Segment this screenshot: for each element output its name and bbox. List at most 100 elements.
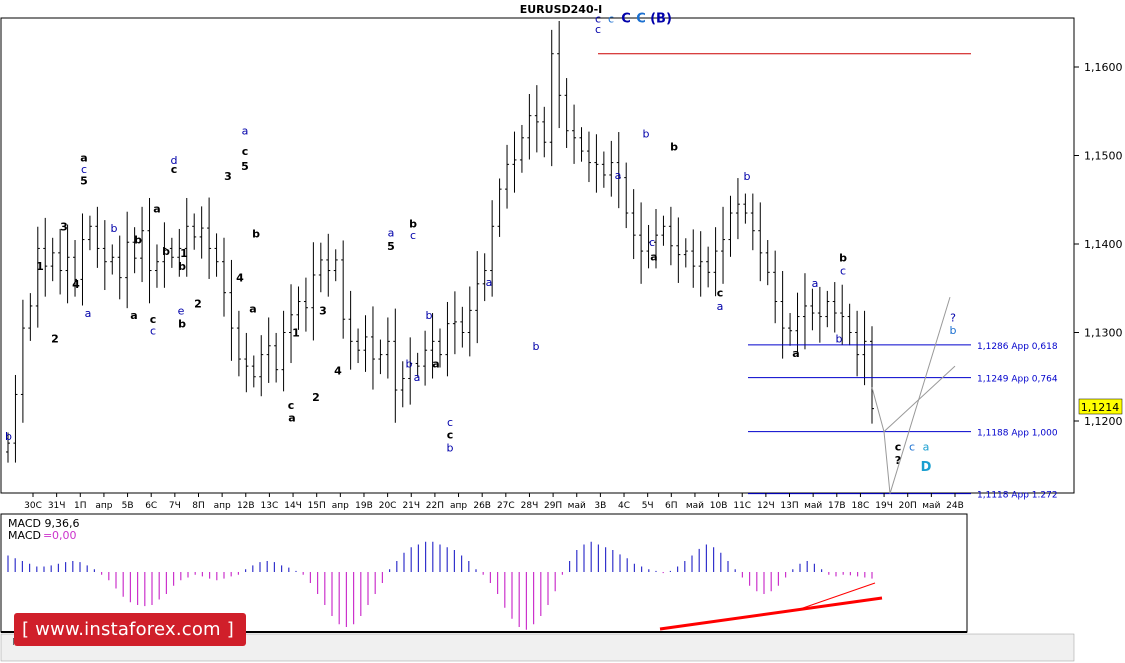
current-price-badge (1078, 398, 1123, 415)
wave-label: d (171, 154, 178, 167)
wave-label: c (595, 23, 601, 36)
wave-label: 4 (72, 278, 80, 291)
wave-label: 4 (334, 365, 342, 378)
wave-label: (B) (650, 11, 672, 26)
wave-label: b (111, 222, 118, 235)
x-tick-label: 13П (780, 501, 798, 511)
macd-equals: = (43, 529, 52, 542)
wave-label: b (839, 251, 847, 264)
wave-label: c (288, 399, 295, 412)
wave-label: a (650, 250, 657, 263)
projection-lines (871, 296, 956, 494)
wave-label: a (242, 125, 249, 138)
fib-level-label: 1,1286 App 0,618 (977, 342, 1058, 352)
wave-label: c (150, 325, 156, 338)
x-tick-label: май (804, 501, 822, 511)
x-tick-label: 11С (733, 501, 751, 511)
wave-label: C (636, 11, 646, 26)
x-tick-label: 31Ч (48, 501, 66, 511)
wave-label: a (792, 347, 799, 360)
wave-label: c (909, 441, 915, 454)
wave-label: a (130, 309, 137, 322)
wave-label: 1 (36, 260, 44, 273)
wave-label: ? (895, 454, 901, 467)
wave-label: b (134, 234, 142, 247)
x-tick-label: 20С (379, 501, 397, 511)
wave-label: c (895, 441, 902, 454)
wave-label: c (608, 12, 614, 25)
fib-levels: 1,1286 App 0,618 1,1249 App 0,764 1,1188 A… (598, 53, 1058, 501)
x-tick-label: апр (214, 501, 231, 511)
wave-label: 5 (241, 160, 249, 173)
x-tick-label: 24В (946, 501, 964, 511)
watermark-box (14, 613, 246, 646)
x-tick-label: 18С (852, 501, 870, 511)
wave-label: b (670, 141, 678, 154)
x-tick-label: 27С (497, 501, 515, 511)
wave-label: b (409, 218, 417, 231)
current-price-value: 1,1214 (1081, 401, 1120, 414)
wave-label: b (643, 127, 650, 140)
x-tick-label: 13С (261, 501, 279, 511)
x-tick-label: 17В (828, 501, 846, 511)
wave-label: a (486, 276, 493, 289)
x-tick-label: 12В (237, 501, 255, 511)
wave-label: c (242, 145, 249, 158)
macd-trendlines (659, 582, 883, 631)
wave-label: 5 (387, 240, 395, 253)
wave-label: c (171, 163, 178, 176)
wave-label: b (178, 318, 186, 331)
price-panel (0, 17, 1075, 494)
wave-label: a (249, 303, 256, 316)
x-tick-label: май (922, 501, 940, 511)
x-tick-label: 20П (899, 501, 917, 511)
y-tick-label: 1,1600 (1084, 61, 1123, 74)
wave-label: c (840, 265, 846, 278)
x-axis: 30С 31Ч 1П апр 5В 6С 7Ч 8П апр 12В 13С 14Ч 15П апр 19В… (24, 493, 964, 511)
projection-path (871, 296, 951, 494)
fib-level-label: 1,1118 App 1.272 (977, 491, 1058, 501)
x-tick-label: апр (450, 501, 467, 511)
wave-label: 2 (312, 391, 320, 404)
wave-label: b (744, 170, 751, 183)
x-tick-label: 14Ч (284, 501, 302, 511)
x-tick-label: 22П (426, 501, 444, 511)
wave-label: e (178, 304, 185, 317)
x-tick-label: май (686, 501, 704, 511)
fib-level-label: 1,1249 App 0,764 (977, 375, 1058, 385)
watermark-text: [ www.instaforex.com ] (22, 619, 234, 640)
wave-label: C (621, 11, 631, 26)
wave-label: c (595, 12, 601, 25)
price-bars (6, 20, 874, 463)
x-tick-label: 19В (355, 501, 373, 511)
x-tick-label: апр (332, 501, 349, 511)
x-tick-label: 1П (74, 501, 87, 511)
wave-label: a (288, 411, 295, 424)
wave-label: b (426, 309, 433, 322)
wave-label: 3 (224, 170, 232, 183)
wave-label: a (432, 357, 439, 370)
wave-label: c (447, 428, 454, 441)
chart-title: EURUSD240-I (520, 3, 603, 16)
x-tick-label: 8П (192, 501, 205, 511)
fib-level-label: 1,1188 App 1,000 (977, 429, 1058, 439)
wave-label: a (615, 169, 622, 182)
y-axis: 1,1600 1,1500 1,1400 1,1300 1,1200 (1073, 18, 1123, 493)
wave-label: ? (950, 311, 956, 324)
x-tick-label: 15П (308, 501, 326, 511)
wave-label: 3 (319, 304, 327, 317)
wave-label: c (447, 416, 453, 429)
x-tick-label: 28Ч (521, 501, 539, 511)
wave-label: 2 (194, 297, 202, 310)
wave-label: D (921, 460, 932, 475)
wave-label: 3 (60, 220, 68, 233)
wave-label: 2 (51, 333, 59, 346)
y-tick-label: 1,1200 (1084, 415, 1123, 428)
wave-label: a (153, 203, 160, 216)
wave-label: b (162, 245, 170, 258)
x-tick-label: 4С (618, 501, 630, 511)
wave-label: 5 (80, 174, 88, 187)
macd-series-label: MACD (8, 529, 41, 542)
y-tick-label: 1,1300 (1084, 327, 1123, 340)
